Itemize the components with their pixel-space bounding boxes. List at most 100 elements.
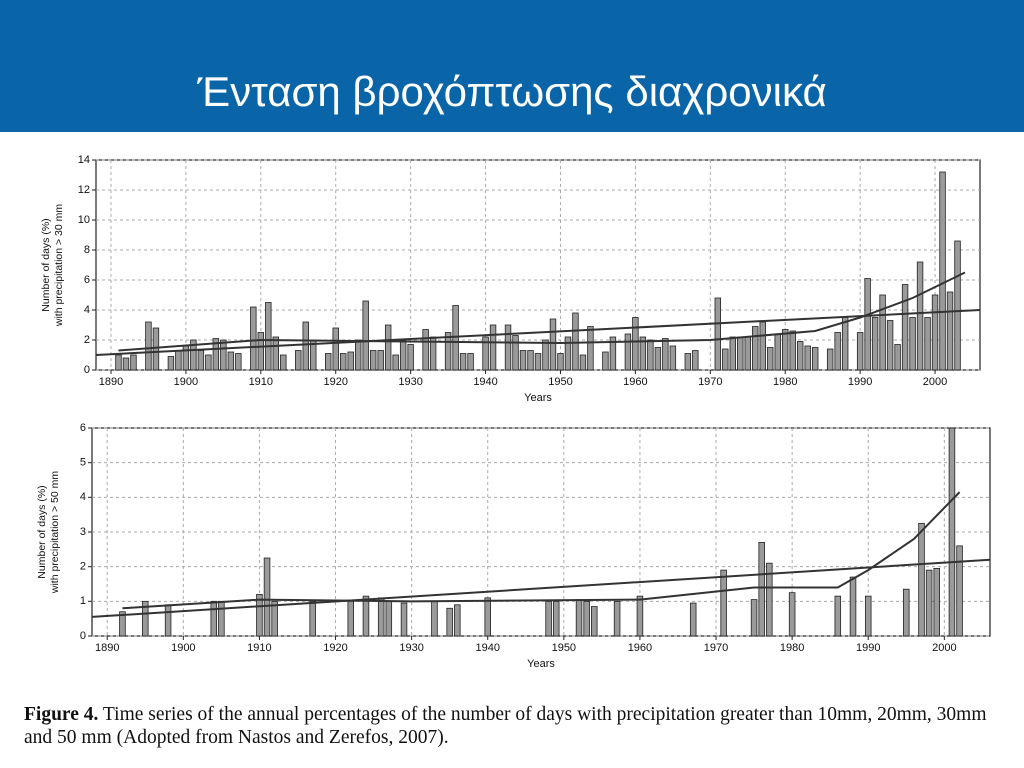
bar	[467, 353, 474, 371]
y-tick-label: 10	[78, 214, 90, 226]
y-axis-label: Number of days (%)	[36, 485, 48, 578]
bar	[956, 545, 963, 637]
bar	[130, 354, 137, 371]
bar	[720, 569, 727, 637]
bar	[263, 557, 271, 637]
bar	[190, 339, 197, 371]
bar	[431, 600, 438, 637]
x-tick-label: 1920	[323, 376, 347, 388]
x-tick-label: 1960	[623, 376, 647, 388]
bar	[789, 330, 796, 371]
bar	[729, 336, 736, 371]
slide-title: Ένταση βροχόπτωσης διαχρονικά	[197, 68, 827, 115]
bar	[369, 350, 377, 371]
bar	[826, 348, 834, 371]
bar	[552, 600, 560, 637]
bar	[946, 291, 954, 371]
bar	[714, 297, 722, 371]
bar	[948, 427, 956, 637]
bar	[534, 353, 542, 371]
bar	[918, 522, 925, 637]
bar	[250, 306, 257, 371]
bar	[766, 562, 773, 637]
x-tick-label: 1920	[323, 642, 347, 654]
bar	[542, 339, 549, 371]
bar	[864, 278, 871, 371]
bar	[422, 329, 429, 371]
x-tick-label: 1990	[848, 376, 872, 388]
bar	[782, 329, 789, 371]
bar	[446, 607, 453, 637]
y-tick-label: 2	[80, 561, 86, 573]
bar	[925, 569, 933, 637]
bar	[295, 350, 302, 371]
trend-line	[118, 271, 966, 352]
y-tick-label: 12	[78, 184, 90, 196]
bar	[218, 600, 225, 637]
bar	[583, 600, 590, 637]
bar	[377, 350, 384, 371]
x-tick-label: 2000	[923, 376, 947, 388]
bar	[871, 317, 879, 371]
x-tick-label: 1960	[628, 642, 652, 654]
x-tick-label: 1900	[171, 642, 195, 654]
y-axis-label: Number of days (%)	[40, 218, 52, 311]
bar	[115, 354, 122, 371]
bar	[484, 597, 491, 637]
bar	[575, 599, 583, 637]
bar	[737, 336, 744, 371]
x-tick-label: 2000	[932, 642, 956, 654]
bar	[639, 336, 647, 371]
bar	[591, 606, 598, 637]
bar	[119, 611, 126, 637]
bar	[692, 350, 699, 371]
bar	[235, 353, 242, 371]
y-axis-label: with precipitation > 30 mm	[53, 204, 65, 328]
header-band	[0, 0, 1024, 132]
y-axis-label: with precipitation > 50 mm	[49, 471, 61, 595]
caption-label: Figure 4.	[24, 704, 99, 725]
bar	[152, 327, 160, 371]
x-tick-label: 1910	[249, 376, 273, 388]
bar	[197, 350, 205, 371]
bar	[347, 600, 354, 637]
bar	[527, 350, 534, 371]
bar	[602, 351, 609, 371]
bar	[909, 317, 916, 371]
bar	[886, 320, 894, 371]
bar	[662, 338, 669, 371]
bar	[489, 324, 497, 371]
y-tick-label: 1	[80, 595, 86, 607]
y-tick-label: 6	[80, 422, 86, 434]
bar	[609, 336, 617, 371]
bar	[407, 344, 414, 371]
bar	[834, 595, 842, 637]
bar	[444, 332, 452, 371]
bar	[504, 324, 512, 371]
bar	[931, 294, 939, 371]
bar	[545, 600, 552, 637]
bar	[669, 345, 677, 371]
bar	[302, 321, 309, 371]
bar	[632, 317, 639, 371]
bar	[549, 318, 557, 371]
y-tick-label: 5	[80, 457, 86, 469]
bar	[849, 576, 857, 637]
bar	[167, 356, 175, 371]
x-tick-label: 1890	[99, 376, 123, 388]
bar	[280, 354, 287, 371]
bar	[636, 595, 644, 637]
bar	[459, 353, 467, 371]
bar	[759, 321, 766, 371]
bar	[347, 351, 354, 371]
x-tick-label: 1890	[95, 642, 119, 654]
x-tick-label: 1970	[698, 376, 722, 388]
bar	[758, 541, 765, 637]
plot-area	[95, 159, 981, 371]
bar	[377, 597, 385, 637]
bar	[654, 347, 662, 371]
trend-line	[122, 491, 961, 610]
bar	[454, 604, 461, 637]
bar	[512, 335, 519, 371]
